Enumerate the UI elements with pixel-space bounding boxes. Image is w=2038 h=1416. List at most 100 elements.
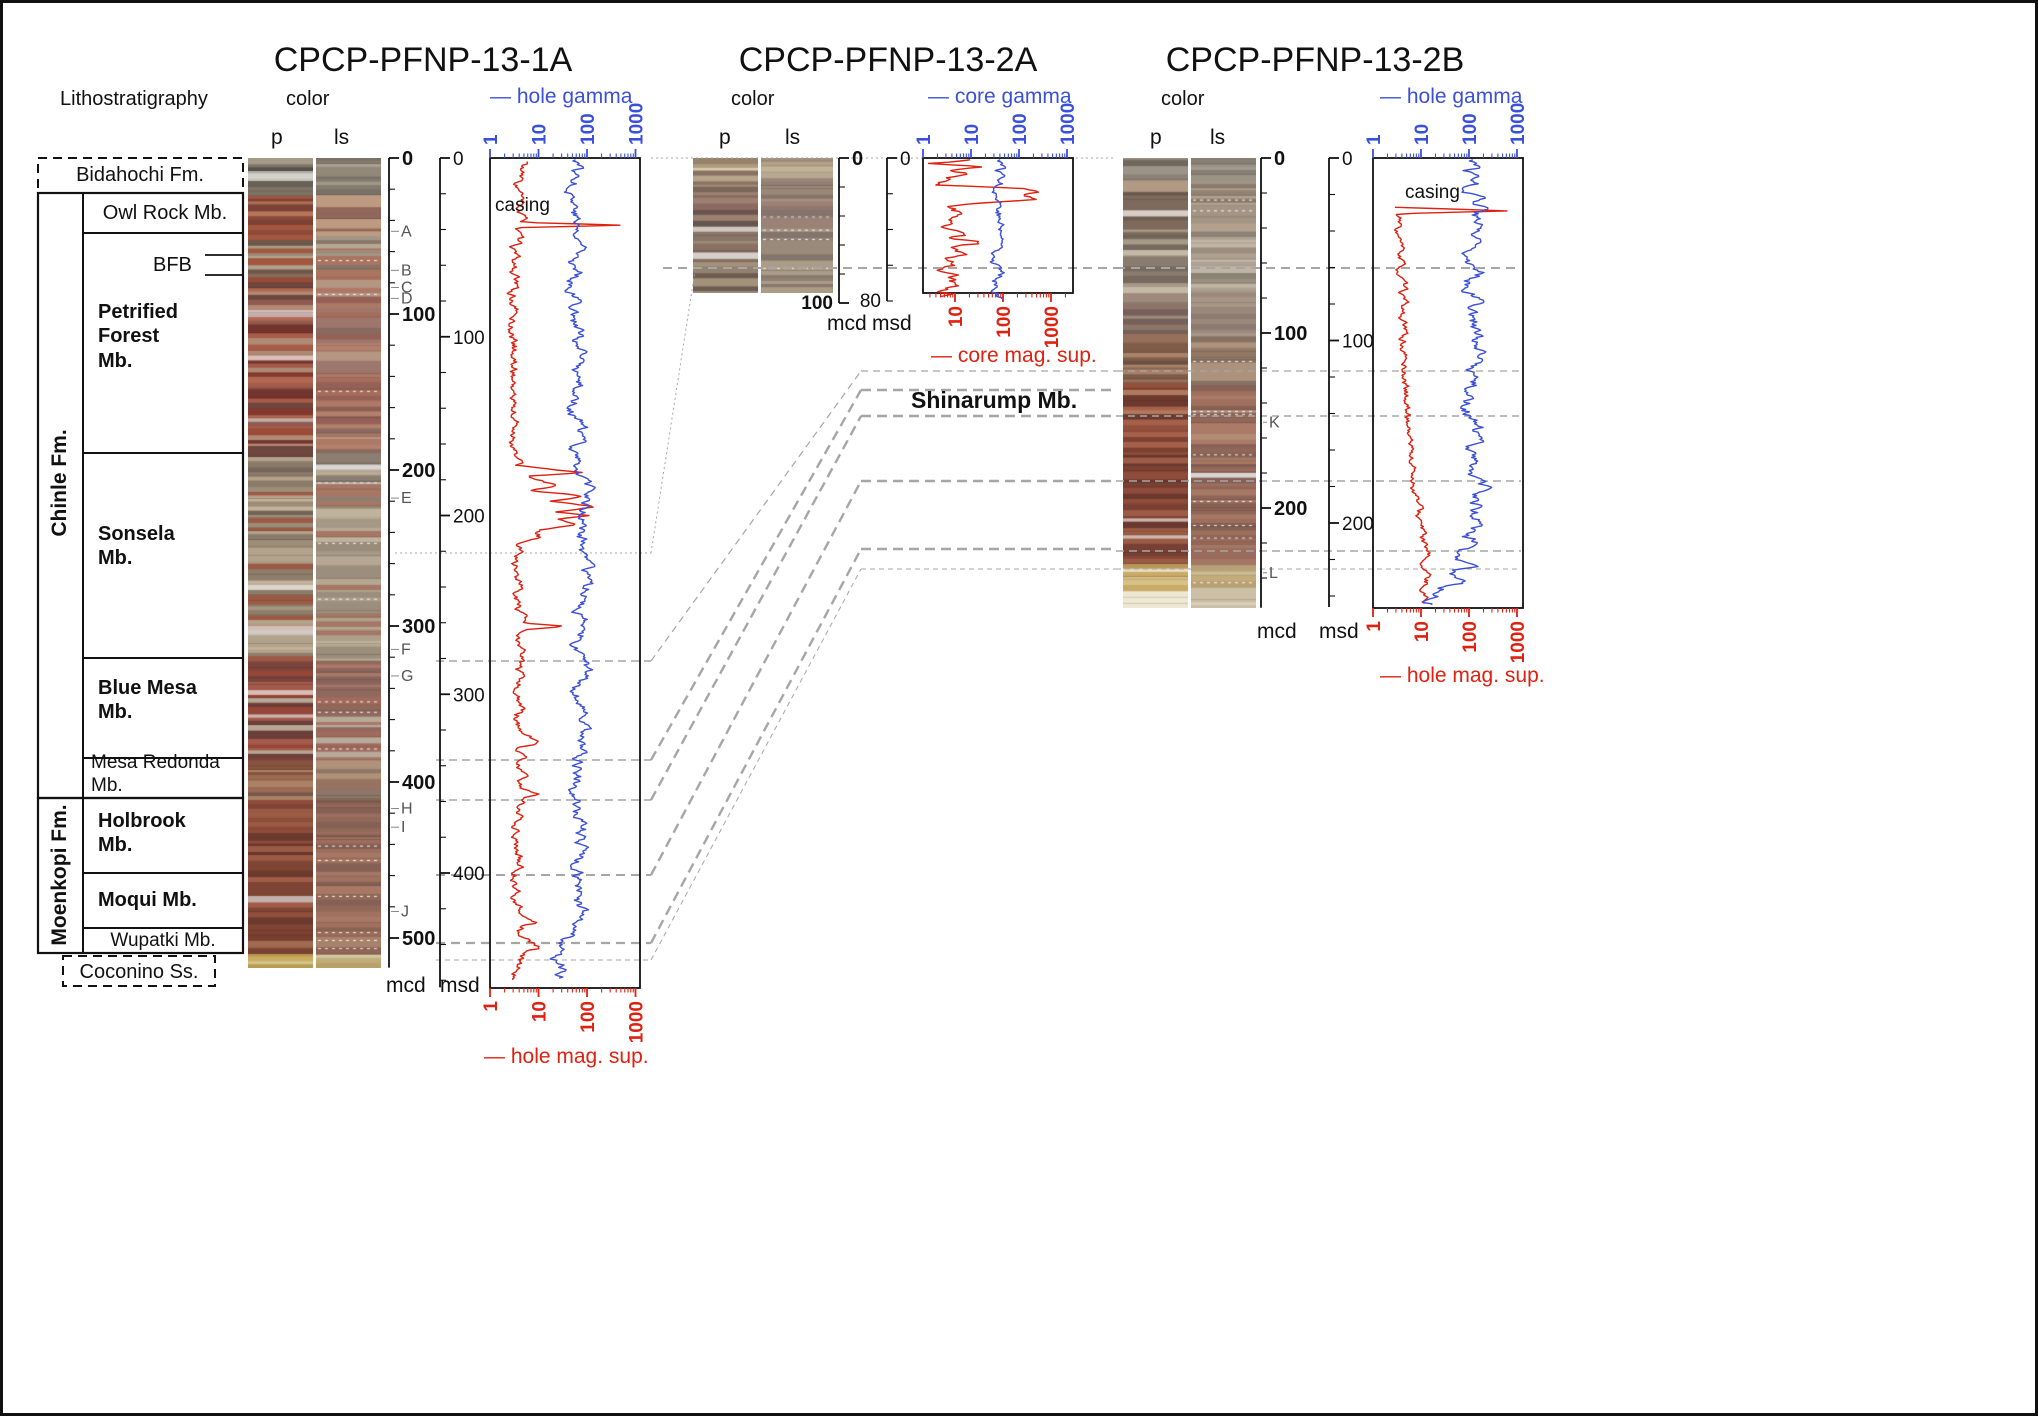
member-petrified-forest: Petrified Forest Mb. [98,301,179,372]
legend-label: core gamma [954,85,1072,108]
core-color-log-ls-2a [761,158,833,293]
log-axis-label: 10 [530,124,551,145]
legend-label: hole mag. sup. [1406,664,1545,687]
depth-label: 0 [852,148,863,170]
legend-line-icon: — [484,1045,511,1068]
member-mesa-redonda: Mesa Redonda Mb. [91,752,220,797]
log-axis-label: 100 [1010,113,1031,145]
member-wupatki: Wupatki Mb. [110,930,216,951]
member-sonsela: Sonsela Mb. [98,523,175,570]
marker-letter: L [1269,565,1278,582]
legend-line-icon: — [928,85,955,108]
column-p-label-2b: p [1150,126,1162,149]
column-ls-label-2a: ls [785,126,801,149]
formation-bidahochi: Bidahochi Fm. [76,164,204,186]
depth-label: 100 [801,293,833,314]
core-color-log-p-1a [248,158,313,968]
legend-line-icon: — [490,85,517,108]
formation-coconino: Coconino Ss. [79,961,199,983]
legend-core-mag-2a: — core mag. sup. [931,344,1097,368]
depth-label: 300 [453,685,485,706]
correlation-line [649,389,863,761]
column-ls-label-1a: ls [334,126,350,149]
depth-label: 300 [402,616,435,638]
section-title-2a: CPCP-PFNP-13-2A [738,41,1038,79]
marker-letter: I [401,819,405,836]
depth-label: 200 [1342,514,1374,535]
depth-label: 200 [1274,498,1307,520]
depth-label: 100 [1274,323,1307,345]
gamma-curve [989,159,1007,300]
msd-unit-2b: msd [1319,620,1359,643]
legend-line-icon: — [1380,85,1407,108]
depth-label: 100 [1342,332,1374,353]
formation-moenkopi: Moenkopi Fm. [48,804,71,946]
correlation-line [649,415,863,801]
gamma-curve [549,159,596,979]
legend-label: hole gamma [1406,85,1523,108]
log-plot-frame [1372,157,1524,609]
section-title-2b: CPCP-PFNP-13-2B [1165,41,1465,79]
log-axis-label: 1000 [627,1001,648,1043]
log-axis-label: 100 [994,306,1015,338]
log-axis-label: 1000 [1508,621,1529,663]
log-axis-label: 1000 [627,103,648,145]
depth-label: 0 [900,149,911,170]
mag-sup-curve [506,161,621,981]
log-axis-label: 10 [1412,621,1433,642]
core-color-log-ls-2b [1191,158,1256,608]
marker-letter: G [401,668,413,685]
log-axis-label: 1000 [1042,306,1063,348]
color-label-2b: color [1161,88,1205,110]
log-axis-label: 1000 [1508,103,1529,145]
msd-unit-2a: msd [872,312,912,335]
marker-letter: B [401,262,412,279]
depth-label: 200 [453,507,485,528]
casing-label-2b: casing [1405,182,1460,203]
marker-letter: H [401,801,413,818]
depth-label: 100 [453,328,485,349]
legend-hole-mag-2b: — hole mag. sup. [1380,664,1545,688]
color-label-2a: color [731,88,775,110]
legend-label: hole gamma [516,85,633,108]
legend-line-icon: — [931,344,958,367]
marker-letter: C [401,279,413,296]
log-plot-frame [922,157,1074,294]
correlation-line [649,548,863,944]
log-axis-label: 1 [481,1001,502,1012]
log-axis-label: 100 [1460,113,1481,145]
depth-label: 200 [402,460,435,482]
legend-hole-mag-1a: — hole mag. sup. [484,1045,649,1069]
log-plot-frame [489,157,641,989]
log-axis-label: 1000 [1058,103,1079,145]
gamma-curve [1422,159,1493,606]
depth-label: 400 [402,772,435,794]
legend-core-gamma-2a: — core gamma [928,85,1072,109]
column-p-label-2a: p [719,126,731,149]
log-axis-label: 100 [578,1001,599,1033]
color-label-1a: color [286,88,330,110]
depth-label: 0 [1342,149,1353,170]
member-bfb: BFB [153,254,192,276]
depth-label: 0 [402,148,413,170]
correlation-line [650,568,862,961]
lithostratigraphy-header: Lithostratigraphy [60,88,208,110]
mag-sup-curve [927,159,1040,298]
correlation-line [650,270,696,554]
depth-label: 0 [1274,148,1285,170]
marker-letter: A [401,223,412,240]
log-axis-label: 100 [1460,621,1481,653]
mag-sup-curve [1393,206,1508,604]
depth-label: 100 [402,304,435,326]
log-axis-label: 10 [962,124,983,145]
member-holbrook: Holbrook Mb. [98,810,186,857]
legend-hole-gamma-1a: — hole gamma [490,85,632,109]
casing-label-1a: casing [495,195,550,216]
legend-hole-gamma-2b: — hole gamma [1380,85,1522,109]
correlation-line [650,370,862,662]
legend-line-icon: — [1380,664,1407,687]
marker-letter: F [401,641,411,658]
mcd-unit-2b: mcd [1257,620,1297,643]
depth-label: 500 [402,928,435,950]
